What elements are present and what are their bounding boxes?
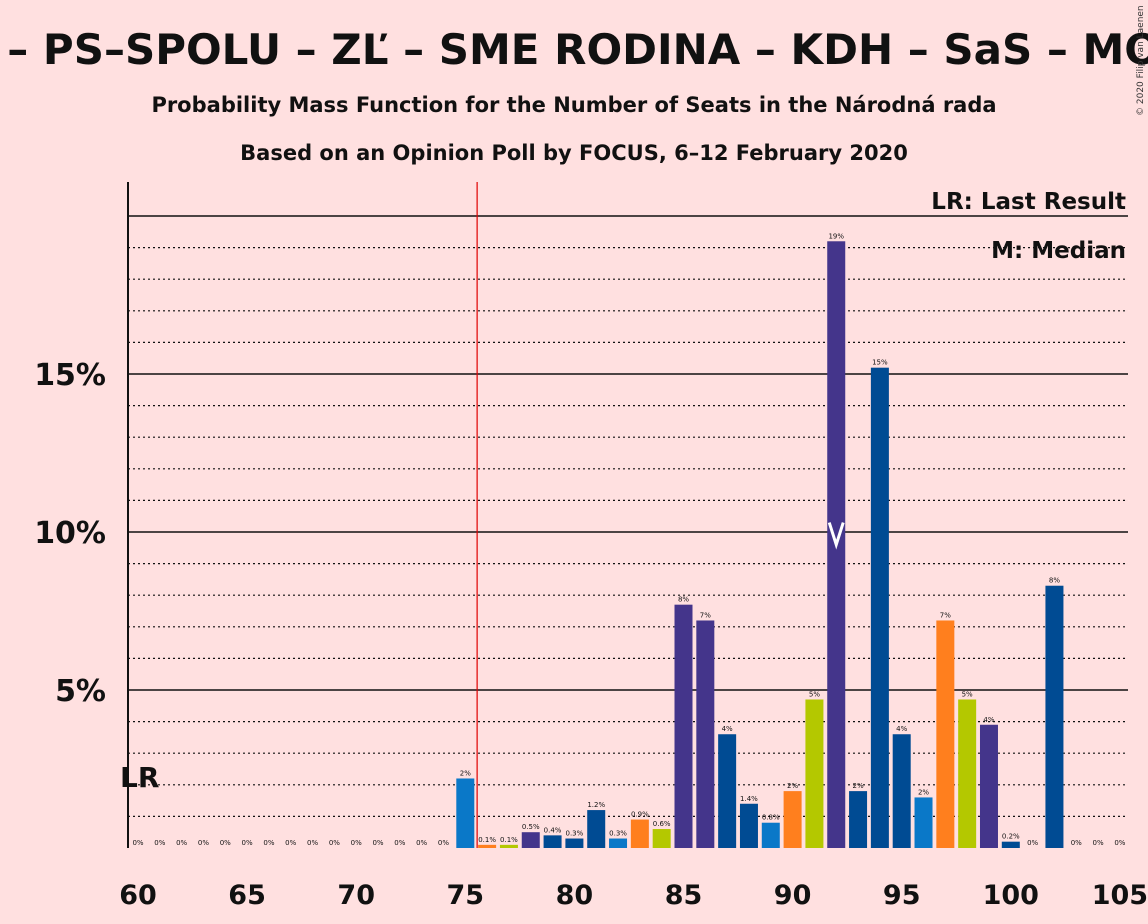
value-label-seats-84: 0.6% bbox=[653, 820, 671, 828]
bar-seats-88 bbox=[739, 803, 758, 848]
x-tick-label: 80 bbox=[556, 880, 594, 911]
bar-seats-95 bbox=[892, 734, 911, 848]
value-label-seats-62: 0% bbox=[176, 839, 187, 847]
y-tick-label: 5% bbox=[55, 674, 106, 709]
chart-subtitle: Probability Mass Function for the Number… bbox=[151, 93, 996, 117]
value-label-seats-86: 7% bbox=[700, 611, 711, 619]
value-label-seats-99: 4% bbox=[983, 716, 994, 724]
legend-last-result: LR: Last Result bbox=[931, 189, 1126, 215]
value-label-seats-88: 1.4% bbox=[740, 795, 758, 803]
value-label-seats-78: 0.5% bbox=[522, 823, 540, 831]
bar-seats-100 bbox=[1001, 841, 1020, 848]
copyright-note: © 2020 Filip van Laenen bbox=[1136, 5, 1146, 116]
x-tick-label: 105 bbox=[1092, 880, 1148, 911]
value-label-seats-92: 19% bbox=[828, 232, 844, 240]
median-marker bbox=[827, 522, 845, 550]
x-tick-label: 100 bbox=[983, 880, 1039, 911]
value-label-seats-93: 2% bbox=[853, 782, 864, 790]
chart-source: Based on an Opinion Poll by FOCUS, 6–12 … bbox=[240, 141, 908, 165]
value-label-seats-64: 0% bbox=[220, 839, 231, 847]
value-label-seats-67: 0% bbox=[285, 839, 296, 847]
bars bbox=[456, 241, 1064, 848]
bar-seats-93 bbox=[849, 791, 868, 848]
value-label-seats-70: 0% bbox=[351, 839, 362, 847]
value-label-seats-105: 0% bbox=[1114, 839, 1125, 847]
value-label-seats-74: 0% bbox=[438, 839, 449, 847]
bar-seats-80 bbox=[565, 838, 584, 848]
x-tick-label: 85 bbox=[665, 880, 703, 911]
value-label-seats-76: 0.1% bbox=[478, 836, 496, 844]
value-label-seats-90: 2% bbox=[787, 782, 798, 790]
value-label-seats-85: 8% bbox=[678, 596, 689, 604]
bar-seats-82 bbox=[609, 838, 628, 848]
legend-median: M: Median bbox=[991, 238, 1126, 264]
value-label-seats-102: 8% bbox=[1049, 577, 1060, 585]
bar-seats-85 bbox=[674, 604, 693, 848]
value-label-seats-66: 0% bbox=[263, 839, 274, 847]
value-label-seats-91: 5% bbox=[809, 690, 820, 698]
x-tick-label: 95 bbox=[883, 880, 921, 911]
bar-seats-79 bbox=[543, 835, 562, 848]
grid-lines bbox=[128, 215, 1128, 818]
value-label-seats-63: 0% bbox=[198, 839, 209, 847]
bar-seats-81 bbox=[587, 810, 606, 848]
bar-seats-96 bbox=[914, 797, 933, 848]
value-label-seats-104: 0% bbox=[1093, 839, 1104, 847]
value-label-seats-68: 0% bbox=[307, 839, 318, 847]
value-label-seats-72: 0% bbox=[394, 839, 405, 847]
y-tick-label: 15% bbox=[34, 358, 106, 393]
value-label-seats-71: 0% bbox=[372, 839, 383, 847]
bar-seats-76 bbox=[478, 844, 497, 848]
bar-seats-77 bbox=[499, 844, 518, 848]
bar-seats-98 bbox=[958, 699, 977, 848]
value-label-seats-95: 4% bbox=[896, 725, 907, 733]
bar-seats-78 bbox=[521, 832, 540, 848]
bar-seats-99 bbox=[979, 724, 998, 848]
value-label-seats-83: 0.9% bbox=[631, 811, 649, 819]
value-label-seats-65: 0% bbox=[242, 839, 253, 847]
x-tick-label: 90 bbox=[774, 880, 812, 911]
bar-seats-90 bbox=[783, 791, 802, 848]
bar-seats-89 bbox=[761, 822, 780, 848]
bar-seats-84 bbox=[652, 829, 671, 848]
bar-seats-102 bbox=[1045, 585, 1064, 848]
chart-title: D – PS–SPOLU – ZĽ – SME RODINA – KDH – S… bbox=[0, 25, 1148, 74]
value-label-seats-94: 15% bbox=[872, 359, 888, 367]
value-label-seats-80: 0.3% bbox=[566, 830, 584, 838]
value-label-seats-103: 0% bbox=[1071, 839, 1082, 847]
bar-seats-94 bbox=[870, 367, 889, 848]
bar-seats-97 bbox=[936, 620, 955, 848]
value-label-seats-100: 0.2% bbox=[1002, 833, 1020, 841]
value-label-seats-60: 0% bbox=[132, 839, 143, 847]
bar-seats-83 bbox=[630, 819, 649, 848]
value-label-seats-69: 0% bbox=[329, 839, 340, 847]
bar-seats-87 bbox=[718, 734, 737, 848]
value-label-seats-82: 0.3% bbox=[609, 830, 627, 838]
bar-seats-75 bbox=[456, 778, 475, 848]
value-label-seats-81: 1.2% bbox=[587, 801, 605, 809]
x-tick-label: 65 bbox=[228, 880, 266, 911]
x-tick-label: 75 bbox=[447, 880, 485, 911]
value-label-seats-79: 0.4% bbox=[544, 826, 562, 834]
value-label-seats-73: 0% bbox=[416, 839, 427, 847]
x-tick-label: 70 bbox=[337, 880, 375, 911]
value-label-seats-96: 2% bbox=[918, 788, 929, 796]
value-label-seats-75: 2% bbox=[460, 769, 471, 777]
last-result-label: LR bbox=[120, 761, 159, 794]
value-label-seats-98: 5% bbox=[962, 690, 973, 698]
value-label-seats-97: 7% bbox=[940, 611, 951, 619]
value-label-seats-61: 0% bbox=[154, 839, 165, 847]
y-tick-label: 10% bbox=[34, 516, 106, 551]
value-label-seats-89: 0.8% bbox=[762, 814, 780, 822]
y-axis-ticks: 5% 10% 15% bbox=[34, 358, 106, 709]
x-axis-ticks: 60 65 70 75 80 85 90 95 100 105 bbox=[119, 880, 1148, 911]
value-labels: 0% 0% 0% 0% 0% 0% 0% 0% 0% 0% 0% 0% 0% 0% 0% 2% 0.1% 0.1%… bbox=[132, 232, 1125, 847]
value-label-seats-101: 0% bbox=[1027, 839, 1038, 847]
bar-seats-91 bbox=[805, 699, 824, 848]
value-label-seats-77: 0.1% bbox=[500, 836, 518, 844]
bar-seats-86 bbox=[696, 620, 715, 848]
x-tick-label: 60 bbox=[119, 880, 157, 911]
value-label-seats-87: 4% bbox=[722, 725, 733, 733]
